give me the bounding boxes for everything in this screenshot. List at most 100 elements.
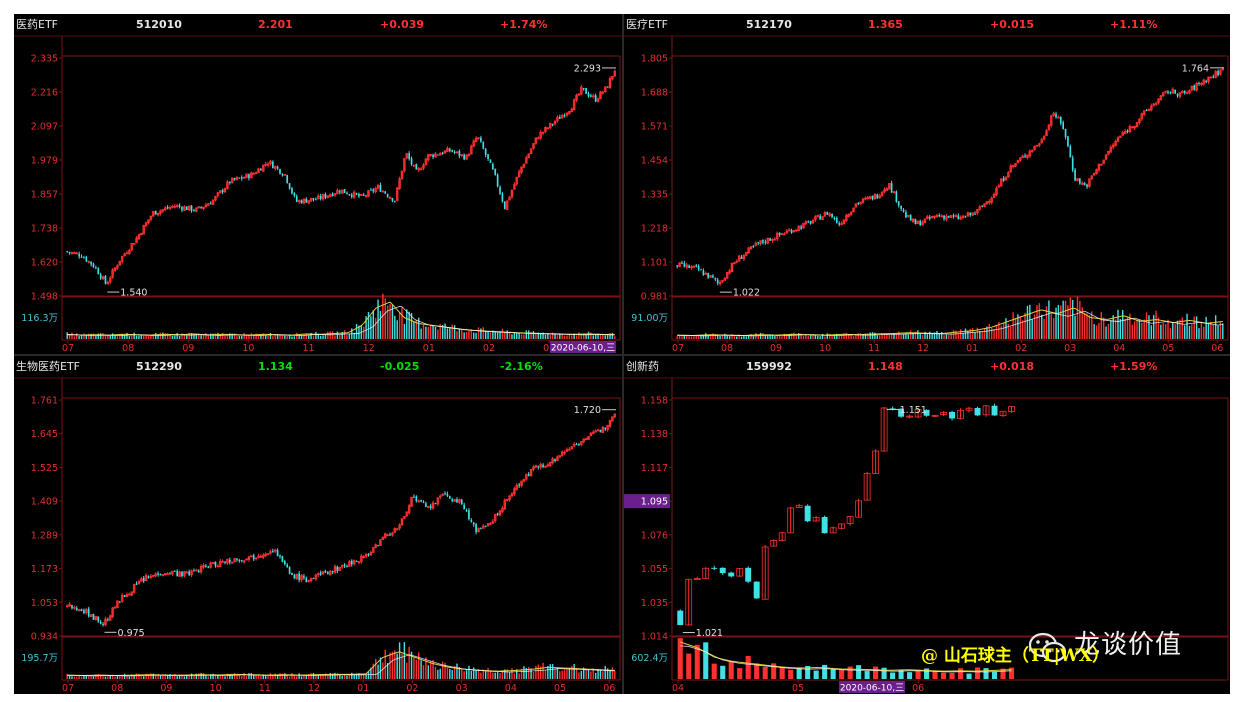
- candle-body: [778, 532, 786, 542]
- candle-body: [113, 606, 117, 609]
- y-tick-label: 1.498: [31, 292, 58, 303]
- candle-body: [460, 154, 463, 156]
- candle-body: [892, 191, 896, 194]
- candle-body: [276, 550, 279, 557]
- candle-body: [274, 165, 277, 169]
- chart-panel-yiliao-etf[interactable]: 医疗ETF 512170 1.365 +0.015 +1.11% 1.805 1.…: [624, 14, 1230, 354]
- candle-body: [286, 564, 289, 568]
- x-tick-label: 11: [303, 343, 315, 354]
- quote-header: 生物医药ETF 512290 1.134 -0.025 -2.16%: [14, 356, 622, 378]
- candle-body: [747, 247, 750, 254]
- y-tick-label: 1.620: [31, 258, 58, 269]
- candle-body: [1159, 95, 1163, 101]
- candle-body: [795, 504, 803, 508]
- candle-body: [166, 207, 169, 209]
- candle-body: [714, 277, 717, 280]
- date-badge: [839, 681, 905, 693]
- candle-body: [589, 432, 593, 437]
- author-credit: @ 山石球主（TT|WX）: [921, 646, 1110, 666]
- candle-body: [166, 573, 169, 575]
- candle-body: [352, 560, 356, 565]
- candle-body: [522, 163, 526, 168]
- candle-body: [405, 511, 408, 517]
- candle-body: [120, 595, 124, 602]
- chart-panel-shengwu-yiyao-etf[interactable]: 生物医药ETF 512290 1.134 -0.025 -2.16% 1.761…: [14, 356, 622, 694]
- candle-body: [321, 194, 325, 200]
- x-tick-label: 01: [966, 343, 978, 354]
- security-name: 医疗ETF: [626, 18, 668, 31]
- candle-body: [300, 200, 303, 204]
- candle-body: [455, 151, 459, 154]
- candle-body: [233, 178, 236, 180]
- candle-body: [1147, 108, 1151, 111]
- candle-body: [386, 534, 389, 537]
- candle-body: [484, 149, 487, 156]
- candle-body: [403, 516, 406, 519]
- candle-body: [252, 172, 255, 175]
- candle-body: [503, 499, 507, 510]
- candle-body: [974, 407, 981, 416]
- candle-body: [250, 172, 253, 179]
- candle-body: [754, 242, 758, 246]
- chart-panel-chuangxin-yao[interactable]: 创新药 159992 1.148 +0.018 +1.59% 1.158 1.13…: [624, 356, 1230, 694]
- candle-body: [102, 623, 104, 625]
- candle-body: [176, 570, 179, 577]
- candle-body: [207, 566, 210, 568]
- candle-body: [434, 153, 437, 158]
- x-tick-label: 01: [423, 343, 435, 354]
- candle-body: [563, 115, 566, 117]
- candle-body: [611, 75, 614, 80]
- candle-body: [388, 197, 392, 199]
- candle-body: [895, 191, 898, 202]
- candle-body: [709, 275, 712, 278]
- candle-body: [195, 207, 198, 212]
- candle-body: [551, 124, 554, 126]
- volume-label: 195.7万: [21, 653, 58, 664]
- chart-panel-yiyao-etf[interactable]: 医药ETF 512010 2.201 +0.039 +1.74% 2.335 2.…: [14, 14, 622, 354]
- candle-body: [544, 126, 547, 132]
- candle-body: [804, 505, 811, 522]
- date-badge: [550, 341, 616, 353]
- candle-body: [463, 504, 465, 510]
- candle-body: [125, 594, 129, 598]
- candle-body: [161, 209, 165, 212]
- candle-body: [534, 465, 538, 468]
- x-tick-label: 09: [182, 343, 194, 354]
- y-tick-label: 1.095: [641, 497, 668, 508]
- candle-body: [608, 419, 612, 427]
- candle-body: [364, 553, 368, 557]
- candle-body: [247, 556, 251, 561]
- candle-body: [346, 565, 348, 568]
- candle-body: [118, 601, 121, 603]
- candle-body: [185, 206, 188, 210]
- candle-body: [78, 253, 80, 257]
- candle-body: [804, 221, 808, 225]
- candle-body: [266, 163, 270, 166]
- candle-body: [331, 193, 334, 196]
- candle-body: [1128, 125, 1132, 133]
- quote-header: 医药ETF 512010 2.201 +0.039 +1.74%: [14, 14, 622, 36]
- candle-body: [529, 469, 533, 477]
- y-tick-label: 1.571: [641, 122, 668, 133]
- candle-body: [109, 615, 112, 621]
- candle-body: [420, 500, 422, 502]
- candle-body: [677, 610, 684, 626]
- candle-body: [238, 177, 241, 179]
- candle-body: [849, 211, 853, 216]
- candle-body: [1152, 103, 1155, 106]
- x-tick-label: 07: [62, 683, 74, 694]
- candle-body: [492, 163, 494, 170]
- candle-body: [1079, 178, 1081, 184]
- candle-body: [1035, 144, 1039, 147]
- candle-body: [981, 206, 983, 208]
- candle-body: [269, 551, 272, 554]
- candle-body: [417, 168, 420, 171]
- candle-body: [407, 505, 411, 514]
- candle-body: [219, 560, 222, 567]
- candle-body: [826, 212, 829, 215]
- candle-body: [702, 567, 710, 579]
- candle-body: [233, 558, 236, 563]
- candle-body: [384, 191, 387, 194]
- candle-body: [89, 614, 93, 618]
- candle-body: [846, 516, 854, 524]
